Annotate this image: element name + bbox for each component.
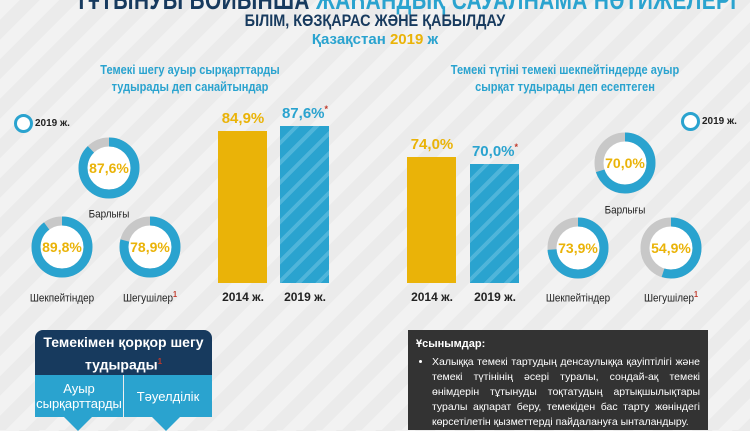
donut-ring <box>594 132 656 194</box>
bar-value-label: 70,0%* <box>471 142 519 160</box>
bar-category-label: 2019 ж. <box>284 290 326 304</box>
bar-category-label: 2014 ж. <box>411 290 453 304</box>
donut-chart: 87,6% <box>77 136 141 200</box>
donut-value-arc <box>78 137 140 199</box>
donut-chart: 78,9% <box>118 215 182 279</box>
legend-ring-icon <box>14 114 33 133</box>
donut-chart: 73,9% <box>546 216 610 280</box>
donut-ring <box>78 137 140 199</box>
country-year: Қазақстан 2019 ж <box>311 31 439 48</box>
donut-value-arc <box>119 216 181 278</box>
legend-right: 2019 ж. <box>681 112 737 131</box>
bar-0 <box>407 157 456 283</box>
donut-value: 73,9% <box>558 240 598 256</box>
main-title: ТҰТЫНУЫ БОЙЫНША ЖАҺАНДЫҚ САУАЛНАМА НӘТИЖ… <box>75 0 737 15</box>
legend-left: 2019 ж. <box>14 114 70 133</box>
donut-ring <box>31 216 93 278</box>
pointer-triangle <box>64 417 92 431</box>
donut-ring <box>640 217 702 279</box>
bar-1 <box>470 164 519 283</box>
pointer-triangle <box>152 417 180 431</box>
donut-value: 89,8% <box>42 239 82 255</box>
donut-value: 54,9% <box>651 240 691 256</box>
donut-label: Барлығы <box>88 208 130 221</box>
donut-ring <box>547 217 609 279</box>
donut-value-arc <box>31 216 93 278</box>
donut-value-arc <box>594 132 656 194</box>
donut-chart: 89,8% <box>30 215 94 279</box>
donut-chart: 54,9% <box>639 216 703 280</box>
donut-chart: 70,0% <box>593 131 657 195</box>
bar-value-label: 74,0% <box>410 136 454 154</box>
donut-label: Шегушілер1 <box>122 290 178 305</box>
bar-category-label: 2014 ж. <box>222 290 264 304</box>
donut-label: Барлығы <box>604 204 646 217</box>
bar-value-label: 84,9% <box>221 110 265 128</box>
recommendation-item: Халыққа темекі тартудың денсаулыққа қауі… <box>432 355 700 430</box>
donut-label: Шекпейтіндер <box>545 292 611 305</box>
donut-value: 78,9% <box>130 239 170 255</box>
donut-ring <box>119 216 181 278</box>
donut-label: Шекпейтіндер <box>29 292 95 305</box>
legend-ring-icon <box>681 112 700 131</box>
bar-1 <box>280 126 329 283</box>
subtitle: БІЛІМ, КӨЗҚАРАС ЖӘНЕ ҚАБЫЛДАУ <box>244 11 506 30</box>
bar-0 <box>218 131 267 283</box>
bar-category-label: 2019 ж. <box>474 290 516 304</box>
donut-value: 70,0% <box>605 155 645 171</box>
donut-value: 87,6% <box>89 160 129 176</box>
right-chart-title: Темекі түтіні темекі шекпейтіндерде ауыр… <box>450 62 680 94</box>
left-chart-title: Темекі шегу ауыр сырқарттарды тудырады д… <box>100 62 280 94</box>
donut-label: Шегушілер1 <box>643 290 699 305</box>
recommendations-panel: Ұсынымдар: Халыққа темекі тартудың денса… <box>408 330 708 430</box>
hookah-cell-addiction: Тәуелділік <box>124 375 212 417</box>
hookah-cell-diseases: Ауыр сырқарттарды <box>35 375 123 417</box>
hookah-box-title: Темекімен қорқор шегу тудырады1 <box>35 330 212 375</box>
donut-value-arc <box>640 217 702 279</box>
recommendations-heading: Ұсынымдар: <box>416 338 486 350</box>
donut-value-arc <box>547 217 609 279</box>
bar-value-label: 87,6%* <box>281 104 329 123</box>
